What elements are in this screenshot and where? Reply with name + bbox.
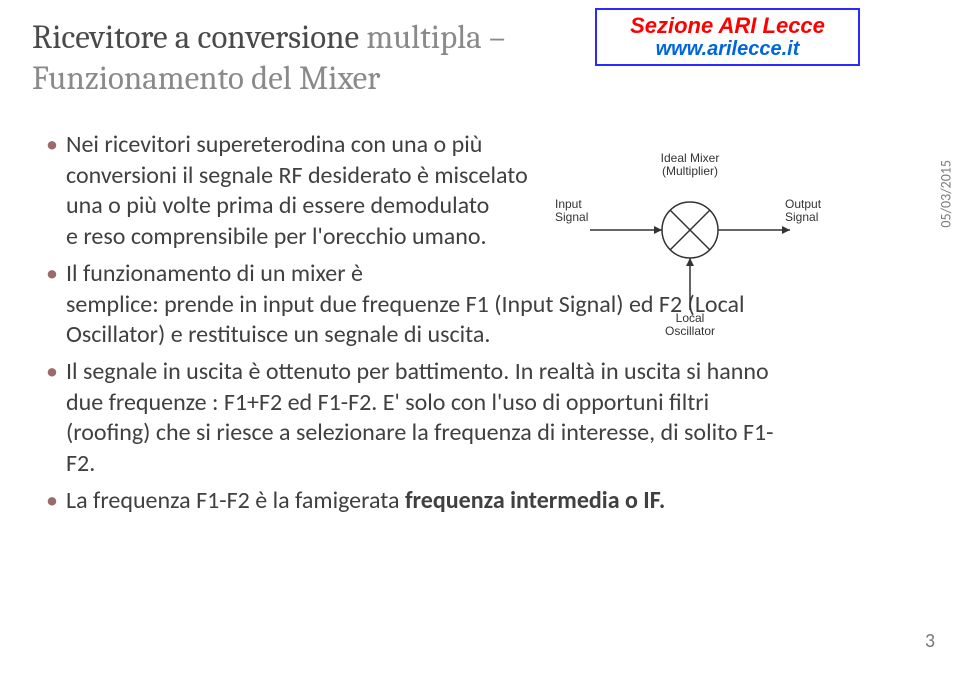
mixer-label-ideal: Ideal Mixer (Multiplier): [655, 152, 725, 178]
bullet-3: Il segnale in uscita è ottenuto per batt…: [46, 357, 776, 480]
logo-title: Sezione ARI Lecce: [630, 14, 825, 38]
title-line2: Funzionamento del Mixer: [32, 59, 552, 100]
mixer-label-output: Output Signal: [785, 198, 830, 224]
bullet-4a: La frequenza F1-F2 è la famigerata: [66, 486, 405, 515]
bullet-1a: Nei ricevitori supereterodina con una o …: [66, 130, 546, 191]
bullet-1b: una o più volte prima di essere demodula…: [66, 191, 496, 252]
title-part1: Ricevitore a conversione: [32, 19, 366, 57]
mixer-label-local: Local Oscillator: [660, 312, 720, 338]
bullet-4b: frequenza intermedia o IF.: [405, 486, 665, 515]
logo-url: www.arilecce.it: [656, 38, 800, 60]
title-dash: –: [482, 19, 506, 57]
mixer-label-input: Input Signal: [555, 198, 595, 224]
slide-title: Ricevitore a conversione multipla – Funz…: [32, 18, 552, 101]
page-number: 3: [925, 629, 935, 653]
logo-box: Sezione ARI Lecce www.arilecce.it: [595, 8, 860, 66]
bullet-4: La frequenza F1-F2 è la famigerata frequ…: [46, 486, 776, 517]
mixer-diagram: Ideal Mixer (Multiplier) Input Signal Ou…: [555, 150, 825, 345]
bullet-2a: Il funzionamento di un mixer è: [66, 259, 496, 290]
title-part2: multipla: [366, 19, 481, 57]
date-label: 05/03/2015: [938, 160, 955, 228]
